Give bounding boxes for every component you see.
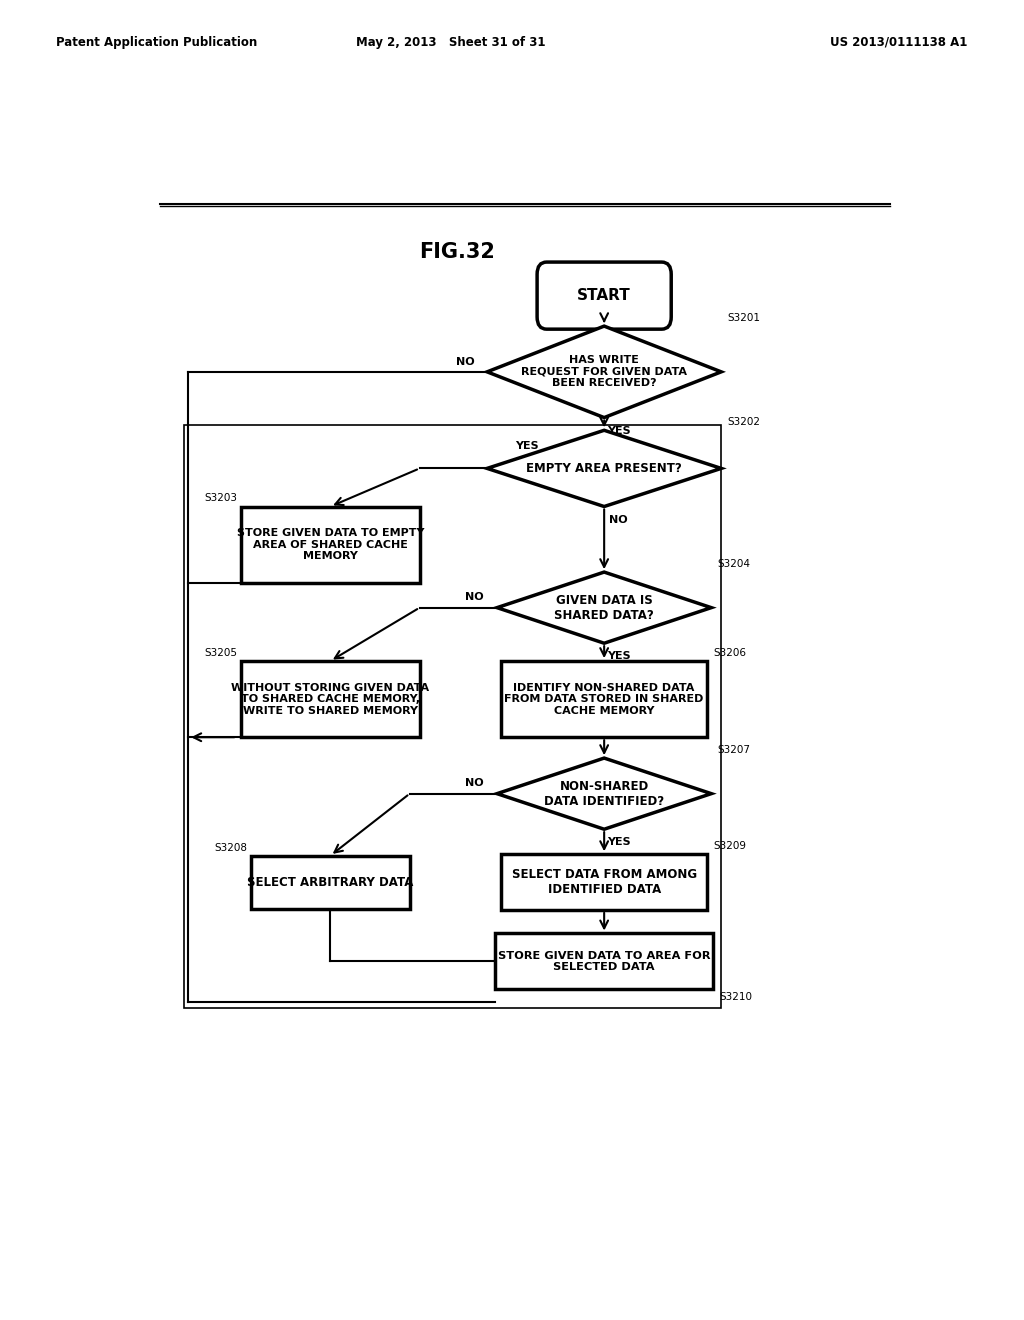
Text: NO: NO [466, 779, 484, 788]
Text: YES: YES [606, 837, 630, 847]
Polygon shape [487, 326, 721, 417]
Text: NO: NO [609, 515, 628, 525]
Text: S3204: S3204 [718, 560, 751, 569]
Text: S3208: S3208 [214, 842, 247, 853]
Bar [241, 507, 420, 582]
Polygon shape [497, 572, 712, 643]
Text: Patent Application Publication: Patent Application Publication [56, 36, 258, 49]
Polygon shape [487, 430, 721, 507]
Text: NO: NO [456, 356, 474, 367]
FancyBboxPatch shape [538, 263, 671, 329]
Text: STORE GIVEN DATA TO AREA FOR
SELECTED DATA: STORE GIVEN DATA TO AREA FOR SELECTED DA… [498, 950, 711, 972]
Text: S3203: S3203 [204, 494, 238, 503]
Text: S3202: S3202 [728, 417, 761, 428]
Text: YES: YES [606, 652, 630, 661]
Text: May 2, 2013   Sheet 31 of 31: May 2, 2013 Sheet 31 of 31 [355, 36, 546, 49]
Text: NON-SHARED
DATA IDENTIFIED?: NON-SHARED DATA IDENTIFIED? [544, 780, 665, 808]
Text: S3201: S3201 [728, 313, 761, 323]
Text: FIG.32: FIG.32 [420, 242, 496, 261]
Text: YES: YES [515, 441, 539, 451]
Bar [495, 933, 714, 989]
Text: NO: NO [466, 593, 484, 602]
Bar [501, 854, 708, 909]
Text: GIVEN DATA IS
SHARED DATA?: GIVEN DATA IS SHARED DATA? [554, 594, 654, 622]
Text: EMPTY AREA PRESENT?: EMPTY AREA PRESENT? [526, 462, 682, 475]
Text: US 2013/0111138 A1: US 2013/0111138 A1 [830, 36, 968, 49]
Text: STORE GIVEN DATA TO EMPTY
AREA OF SHARED CACHE
MEMORY: STORE GIVEN DATA TO EMPTY AREA OF SHARED… [237, 528, 424, 561]
Polygon shape [497, 758, 712, 829]
Text: SELECT DATA FROM AMONG
IDENTIFIED DATA: SELECT DATA FROM AMONG IDENTIFIED DATA [512, 869, 696, 896]
Text: START: START [578, 288, 631, 304]
Bar [241, 661, 420, 738]
Text: S3206: S3206 [714, 648, 746, 657]
Text: S3210: S3210 [720, 993, 753, 1002]
Bar [501, 661, 708, 738]
Bar [251, 855, 410, 908]
Text: S3207: S3207 [718, 744, 751, 755]
Text: YES: YES [606, 426, 630, 436]
Text: S3205: S3205 [204, 648, 238, 657]
Text: WITHOUT STORING GIVEN DATA
TO SHARED CACHE MEMORY,
WRITE TO SHARED MEMORY: WITHOUT STORING GIVEN DATA TO SHARED CAC… [231, 682, 429, 715]
Text: S3209: S3209 [714, 841, 746, 851]
Text: IDENTIFY NON-SHARED DATA
FROM DATA STORED IN SHARED
CACHE MEMORY: IDENTIFY NON-SHARED DATA FROM DATA STORE… [505, 682, 703, 715]
Text: HAS WRITE
REQUEST FOR GIVEN DATA
BEEN RECEIVED?: HAS WRITE REQUEST FOR GIVEN DATA BEEN RE… [521, 355, 687, 388]
Bar [183, 425, 721, 1007]
Text: SELECT ARBITRARY DATA: SELECT ARBITRARY DATA [247, 875, 414, 888]
